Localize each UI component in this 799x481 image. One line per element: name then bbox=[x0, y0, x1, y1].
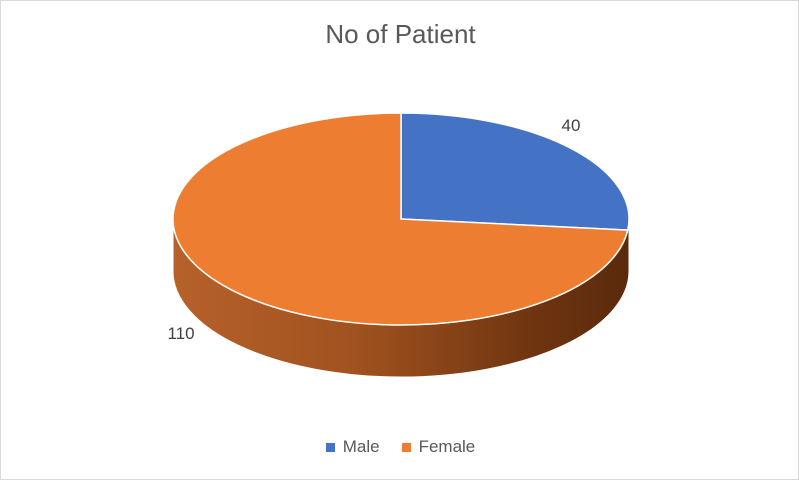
pie-slice-female[interactable] bbox=[172, 112, 629, 326]
data-label-female: 110 bbox=[167, 324, 194, 343]
pie-slice-male[interactable] bbox=[400, 112, 630, 231]
legend-swatch-female bbox=[401, 442, 411, 452]
data-label-male: 40 bbox=[562, 116, 581, 135]
chart-title: No of Patient bbox=[325, 19, 476, 49]
legend-label-female: Female bbox=[418, 437, 476, 456]
legend-label-male: Male bbox=[342, 437, 380, 456]
legend: Male Female bbox=[1, 437, 799, 457]
legend-item-female[interactable]: Female bbox=[401, 437, 476, 457]
legend-item-male[interactable]: Male bbox=[325, 437, 380, 457]
legend-swatch-male bbox=[325, 442, 335, 452]
